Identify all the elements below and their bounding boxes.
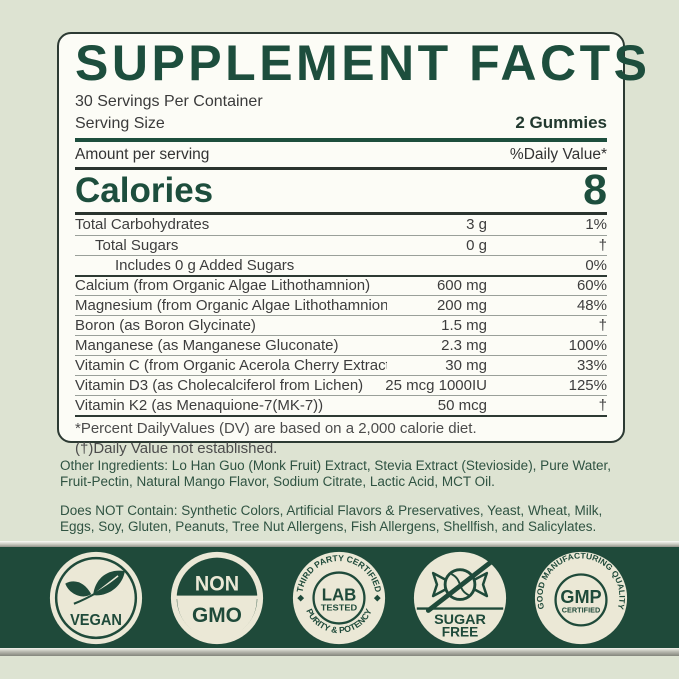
gmp-center-label: GMP xyxy=(560,585,601,606)
non-gmo-top-label: NON xyxy=(195,572,239,595)
serving-size-value: 2 Gummies xyxy=(515,113,607,132)
sugar-label: SUGAR xyxy=(434,611,486,626)
table-row: Total Carbohydrates 3 g 1% xyxy=(75,215,607,235)
table-row: Vitamin C (from Organic Acerola Cherry E… xyxy=(75,354,607,375)
table-header-row: Amount per serving %Daily Value* xyxy=(75,142,607,167)
nutrient-name: Magnesium (from Organic Algae Lithothamn… xyxy=(75,296,387,314)
slash-icon xyxy=(425,558,494,613)
nutrient-name: Vitamin C (from Organic Acerola Cherry E… xyxy=(75,356,387,374)
lab-center-label: LAB xyxy=(321,584,356,604)
nutrient-amount: 1.5 mg xyxy=(441,316,487,334)
nutrient-dv: 125% xyxy=(568,376,607,394)
gmp-certified-label: CERTIFIED xyxy=(562,605,600,614)
nutrient-dv: † xyxy=(598,396,607,414)
lab-tested-label: TESTED xyxy=(320,603,357,612)
gmp-badge-icon: GOOD MANUFACTURING QUALITY GMP CERTIFIED xyxy=(534,551,628,644)
nutrient-name: Vitamin K2 (as Menaquione-7(MK-7)) xyxy=(75,396,324,414)
footnote-dagger: (†)Daily Value not established. xyxy=(75,439,278,457)
footnotes: *Percent DailyValues (DV) are based on a… xyxy=(75,414,607,459)
table-row: Total Sugars 0 g † xyxy=(75,234,607,255)
calories-label: Calories xyxy=(75,171,214,211)
nutrient-amount: 50 mcg xyxy=(437,396,487,414)
vegan-label: VEGAN xyxy=(70,611,122,628)
vegan-badge-icon: VEGAN xyxy=(49,551,143,644)
daily-value-header: %Daily Value* xyxy=(509,146,607,163)
nutrient-amount: 0 g xyxy=(466,236,487,254)
free-label: FREE xyxy=(442,624,479,639)
table-row: Boron (as Boron Glycinate) 1.5 mg † xyxy=(75,314,607,335)
nutrient-amount: 3 g xyxy=(466,216,487,234)
other-ingredients-text: Other Ingredients: Lo Han Guo (Monk Frui… xyxy=(60,458,611,490)
nutrient-dv: 1% xyxy=(585,216,607,234)
nutrient-name: Total Carbohydrates xyxy=(75,216,210,234)
calories-value: 8 xyxy=(583,165,607,214)
nutrient-amount: 30 mg xyxy=(445,356,487,374)
sugar-free-badge-icon: SUGAR FREE xyxy=(413,551,506,644)
table-row: Includes 0 g Added Sugars 0% xyxy=(75,254,607,275)
divider-medium xyxy=(75,167,607,170)
nutrient-name: Total Sugars xyxy=(95,236,179,254)
nutrient-dv: † xyxy=(598,236,607,254)
panel-title: SUPPLEMENT FACTS xyxy=(75,35,651,91)
nutrient-dv: 100% xyxy=(568,336,607,354)
nutrient-name: Includes 0 g Added Sugars xyxy=(115,256,295,274)
serving-size-row: Serving Size 2 Gummies xyxy=(75,113,607,133)
table-row: Calcium (from Organic Algae Lithothamnio… xyxy=(75,274,607,295)
nutrient-dv: 33% xyxy=(576,356,607,374)
badge-band: VEGAN NON GMO THIRD PARTY CERTIFIED PURI… xyxy=(0,547,679,648)
nutrient-dv: 60% xyxy=(576,277,607,295)
metallic-strip-bottom xyxy=(0,648,679,656)
nutrient-amount: 25 mcg 1000IU xyxy=(385,376,487,394)
nutrient-name: Manganese (as Manganese Gluconate) xyxy=(75,336,339,354)
table-row: Vitamin D3 (as Cholecalciferol from Lich… xyxy=(75,374,607,395)
does-not-contain-text: Does NOT Contain: Synthetic Colors, Arti… xyxy=(60,503,603,535)
nutrient-name: Calcium (from Organic Algae Lithothamnio… xyxy=(75,277,371,295)
servings-per-container: 30 Servings Per Container xyxy=(75,93,263,110)
nutrient-dv: 0% xyxy=(585,256,607,274)
serving-size-label: Serving Size xyxy=(75,115,165,132)
nutrient-name: Boron (as Boron Glycinate) xyxy=(75,316,256,334)
candy-icon xyxy=(431,567,488,601)
divider-thick xyxy=(75,138,607,142)
divider-medium xyxy=(75,212,607,215)
non-gmo-bottom-label: GMO xyxy=(192,604,242,627)
leaf-icon xyxy=(65,570,125,605)
nutrient-dv: 48% xyxy=(576,296,607,314)
amount-per-serving-header: Amount per serving xyxy=(75,146,210,163)
table-row: Magnesium (from Organic Algae Lithothamn… xyxy=(75,294,607,315)
nutrient-amount: 200 mg xyxy=(436,296,487,314)
table-row: Vitamin K2 (as Menaquione-7(MK-7)) 50 mc… xyxy=(75,394,607,415)
non-gmo-badge-icon: NON GMO xyxy=(171,551,264,644)
nutrient-dv: † xyxy=(598,316,607,334)
metallic-strip-top xyxy=(0,541,679,547)
nutrient-amount: 600 mg xyxy=(436,277,487,295)
calories-row: Calories 8 xyxy=(75,165,607,214)
nutrient-name: Vitamin D3 (as Cholecalciferol from Lich… xyxy=(75,376,364,394)
table-row: Manganese (as Manganese Gluconate) 2.3 m… xyxy=(75,334,607,355)
supplement-facts-panel: SUPPLEMENT FACTS 30 Servings Per Contain… xyxy=(57,32,651,457)
nutrient-amount: 2.3 mg xyxy=(441,336,487,354)
lab-tested-badge-icon: THIRD PARTY CERTIFIED PURITY & POTENCY L… xyxy=(292,551,385,644)
footnote-daily-value: *Percent DailyValues (DV) are based on a… xyxy=(75,419,477,437)
